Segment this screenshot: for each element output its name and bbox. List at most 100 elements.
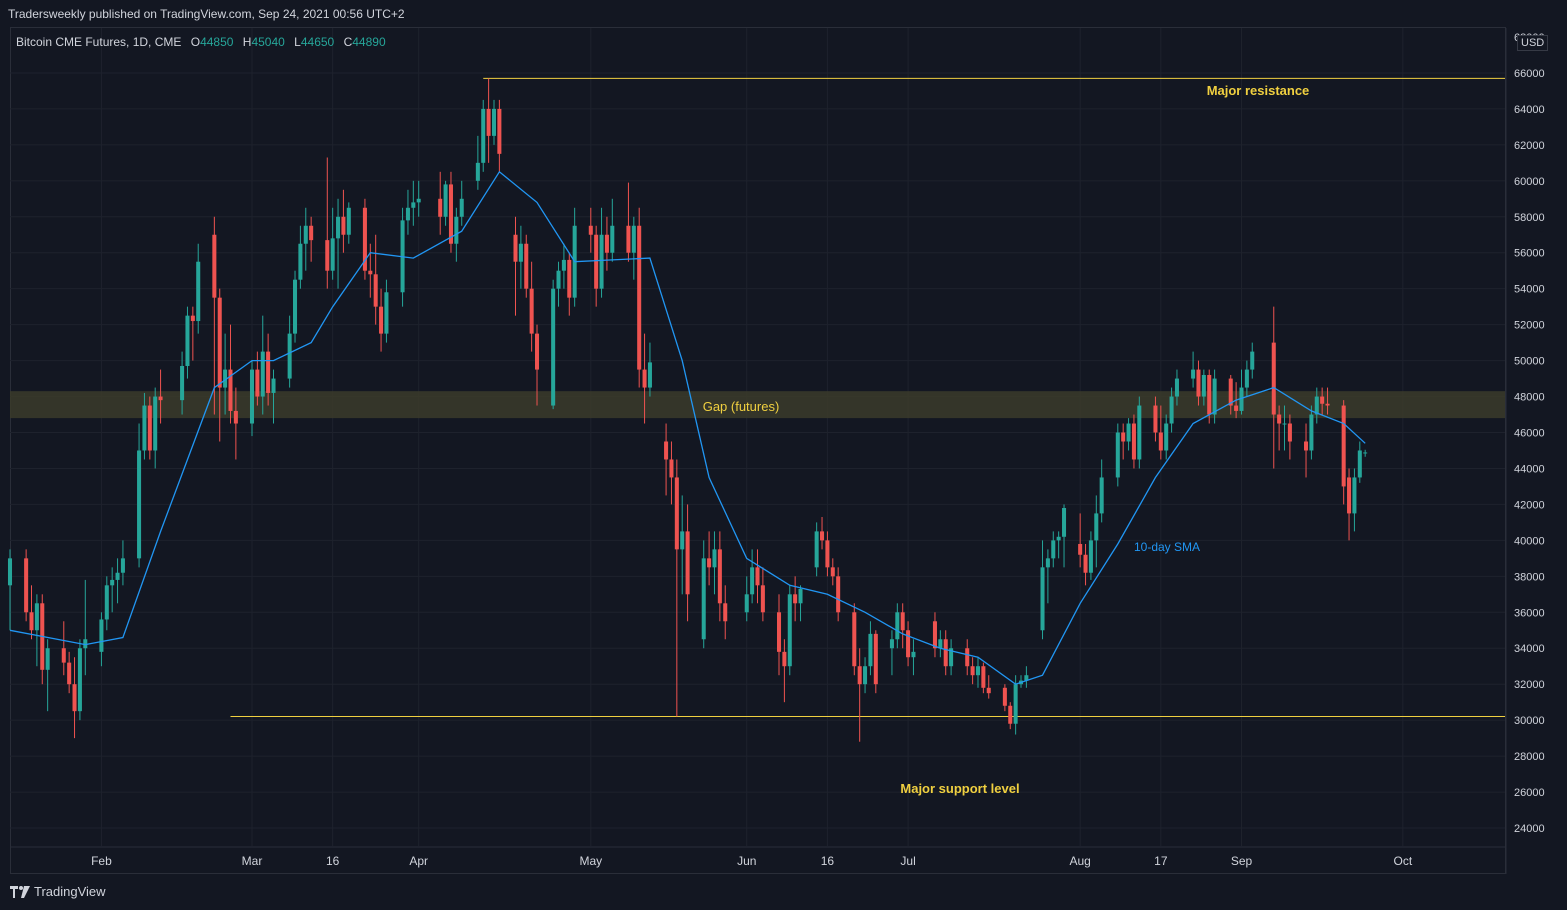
candle-down [932, 612, 937, 658]
candle-body [153, 396, 158, 451]
candle-down [1131, 414, 1136, 469]
candle-body [524, 243, 529, 289]
candle-body [1352, 477, 1357, 514]
candle-body [852, 612, 857, 667]
candle-down [1078, 513, 1083, 568]
candle-body [1363, 452, 1368, 454]
y-tick-label: 32000 [1514, 679, 1545, 691]
candle-body [1341, 405, 1346, 487]
candle-body [1024, 675, 1029, 681]
candle-body [448, 184, 453, 244]
candle-body [228, 369, 233, 411]
y-tick-label: 26000 [1514, 787, 1545, 799]
y-tick-label: 24000 [1514, 823, 1545, 835]
tradingview-logo-icon [10, 885, 30, 898]
candle-up [1250, 342, 1255, 379]
candle-body [29, 612, 34, 631]
candle-up [556, 261, 561, 307]
candle-up [104, 576, 109, 631]
candle-up [1201, 369, 1206, 406]
candle-body [594, 234, 599, 289]
candle-body [1201, 374, 1206, 397]
candle-body [1196, 369, 1201, 397]
candle-up [1174, 369, 1179, 406]
candle-body [943, 639, 948, 667]
candle-body [475, 162, 480, 181]
candle-body [685, 531, 690, 595]
candle-down [325, 157, 330, 289]
candle-body [34, 603, 39, 631]
candle-down [873, 630, 878, 694]
candle-body [1126, 423, 1131, 442]
candle-body [647, 362, 652, 388]
candle-body [249, 369, 255, 424]
candle-up [518, 225, 523, 289]
y-tick-label: 46000 [1514, 428, 1545, 440]
candle-up [1099, 459, 1104, 523]
candle-up [443, 180, 448, 226]
x-tick-label: Sep [1231, 854, 1253, 868]
low-value: 44650 [300, 35, 335, 49]
candle-down [1228, 374, 1233, 415]
candle-up [1363, 449, 1368, 457]
candle-body [180, 365, 185, 401]
candle-up [491, 99, 497, 145]
candle-body [83, 639, 88, 649]
x-tick-label: Feb [91, 854, 112, 868]
candle-down [158, 369, 163, 424]
currency-badge[interactable]: USD [1517, 35, 1549, 51]
candle-body [1207, 374, 1212, 415]
candle-down [448, 171, 453, 253]
candle-down [717, 531, 722, 622]
candle-up [680, 495, 685, 595]
candle-body [110, 579, 115, 586]
y-tick-label: 64000 [1514, 104, 1545, 116]
candle-up [1244, 360, 1249, 397]
candle-body [868, 633, 873, 667]
candle-up [1309, 405, 1314, 460]
x-tick-label: 16 [326, 854, 340, 868]
candle-down [1325, 387, 1330, 415]
candle-body [298, 243, 303, 280]
sma-label: 10-day SMA [1134, 540, 1200, 554]
candle-body [158, 396, 163, 401]
candle-up [336, 198, 341, 289]
candle-down [669, 441, 674, 505]
candle-up [561, 243, 566, 289]
candle-body [223, 369, 228, 388]
candle-body [67, 662, 72, 685]
candle-body [534, 333, 540, 370]
candle-body [1320, 396, 1325, 404]
candle-body [798, 588, 803, 604]
candle-down [1121, 423, 1126, 460]
candle-up [1094, 495, 1099, 568]
candle-body [1271, 342, 1276, 415]
candle-body [631, 225, 636, 253]
candle-body [787, 594, 792, 667]
candle-body [1347, 477, 1352, 514]
candle-body [1357, 450, 1362, 478]
candle-down [1153, 396, 1158, 442]
candle-down [147, 396, 152, 460]
candle-down [965, 639, 970, 676]
candle-down [760, 567, 765, 622]
y-tick-label: 56000 [1514, 248, 1545, 260]
footer[interactable]: TradingView [10, 884, 106, 899]
candle-body [336, 216, 341, 239]
candle-body [1277, 414, 1282, 424]
candle-body [981, 666, 986, 688]
candle-down [857, 648, 862, 742]
candle-down [362, 198, 367, 280]
candle-body [750, 567, 755, 595]
candle-down [1008, 702, 1013, 730]
x-tick-label: Apr [409, 854, 428, 868]
candle-down [1320, 387, 1325, 415]
candle-up [153, 387, 158, 469]
candle-down [217, 288, 222, 442]
candle-body [701, 558, 706, 640]
candle-down [534, 324, 540, 406]
candle-body [1314, 396, 1319, 415]
candle-body [744, 594, 749, 613]
candle-body [604, 234, 609, 253]
